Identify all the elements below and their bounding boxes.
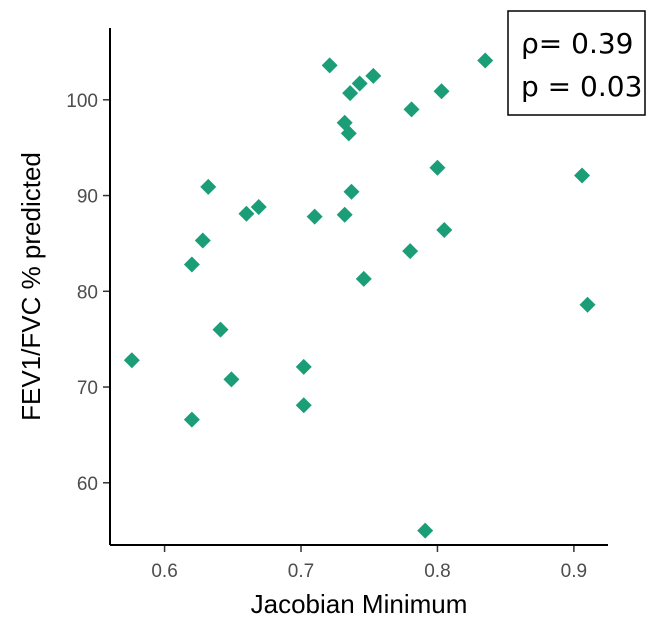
data-point (417, 522, 434, 539)
data-point (183, 411, 200, 428)
data-point (343, 183, 360, 200)
y-tick-label: 60 (77, 474, 98, 495)
data-point (212, 321, 229, 338)
data-point (200, 178, 217, 195)
data-point (295, 358, 312, 375)
data-point (183, 256, 200, 273)
x-axis-title: Jacobian Minimum (251, 589, 468, 619)
data-point (436, 222, 453, 239)
data-point (402, 243, 419, 260)
stats-annotation-frame (507, 10, 646, 116)
data-point (123, 352, 140, 369)
y-tick-label: 70 (77, 378, 98, 399)
x-axis-ticks: 0.6 0.7 0.8 0.9 (151, 545, 587, 582)
stats-rho-text: ρ= 0.39 (521, 27, 633, 60)
data-point (433, 83, 450, 100)
data-point (194, 232, 211, 249)
y-axis-ticks: 60 70 80 90 100 (66, 91, 110, 495)
data-point (342, 85, 359, 102)
data-point (238, 205, 255, 222)
stats-annotation-box: ρ= 0.39 p = 0.03 (507, 10, 646, 116)
data-point (295, 397, 312, 414)
data-point (477, 52, 494, 69)
data-point (250, 199, 267, 216)
points-layer (123, 52, 596, 539)
x-tick-label: 0.8 (424, 561, 450, 582)
data-point (355, 270, 372, 287)
stats-p-value-text: p = 0.03 (521, 70, 642, 103)
data-point (336, 114, 353, 131)
data-point (223, 371, 240, 388)
x-tick-label: 0.6 (151, 561, 177, 582)
data-point (351, 75, 368, 92)
data-point (321, 57, 338, 74)
y-tick-label: 90 (77, 187, 98, 208)
data-point (429, 159, 446, 176)
data-point (306, 208, 323, 225)
data-point (574, 167, 591, 184)
data-point (579, 296, 596, 313)
data-point (403, 101, 420, 118)
y-tick-label: 100 (66, 91, 98, 112)
data-point (365, 67, 382, 84)
data-point (340, 125, 357, 142)
y-axis-title: FEV1/FVC % predicted (16, 152, 46, 421)
data-point (336, 206, 353, 223)
x-tick-label: 0.9 (561, 561, 587, 582)
y-tick-label: 80 (77, 282, 98, 303)
x-tick-label: 0.7 (288, 561, 314, 582)
